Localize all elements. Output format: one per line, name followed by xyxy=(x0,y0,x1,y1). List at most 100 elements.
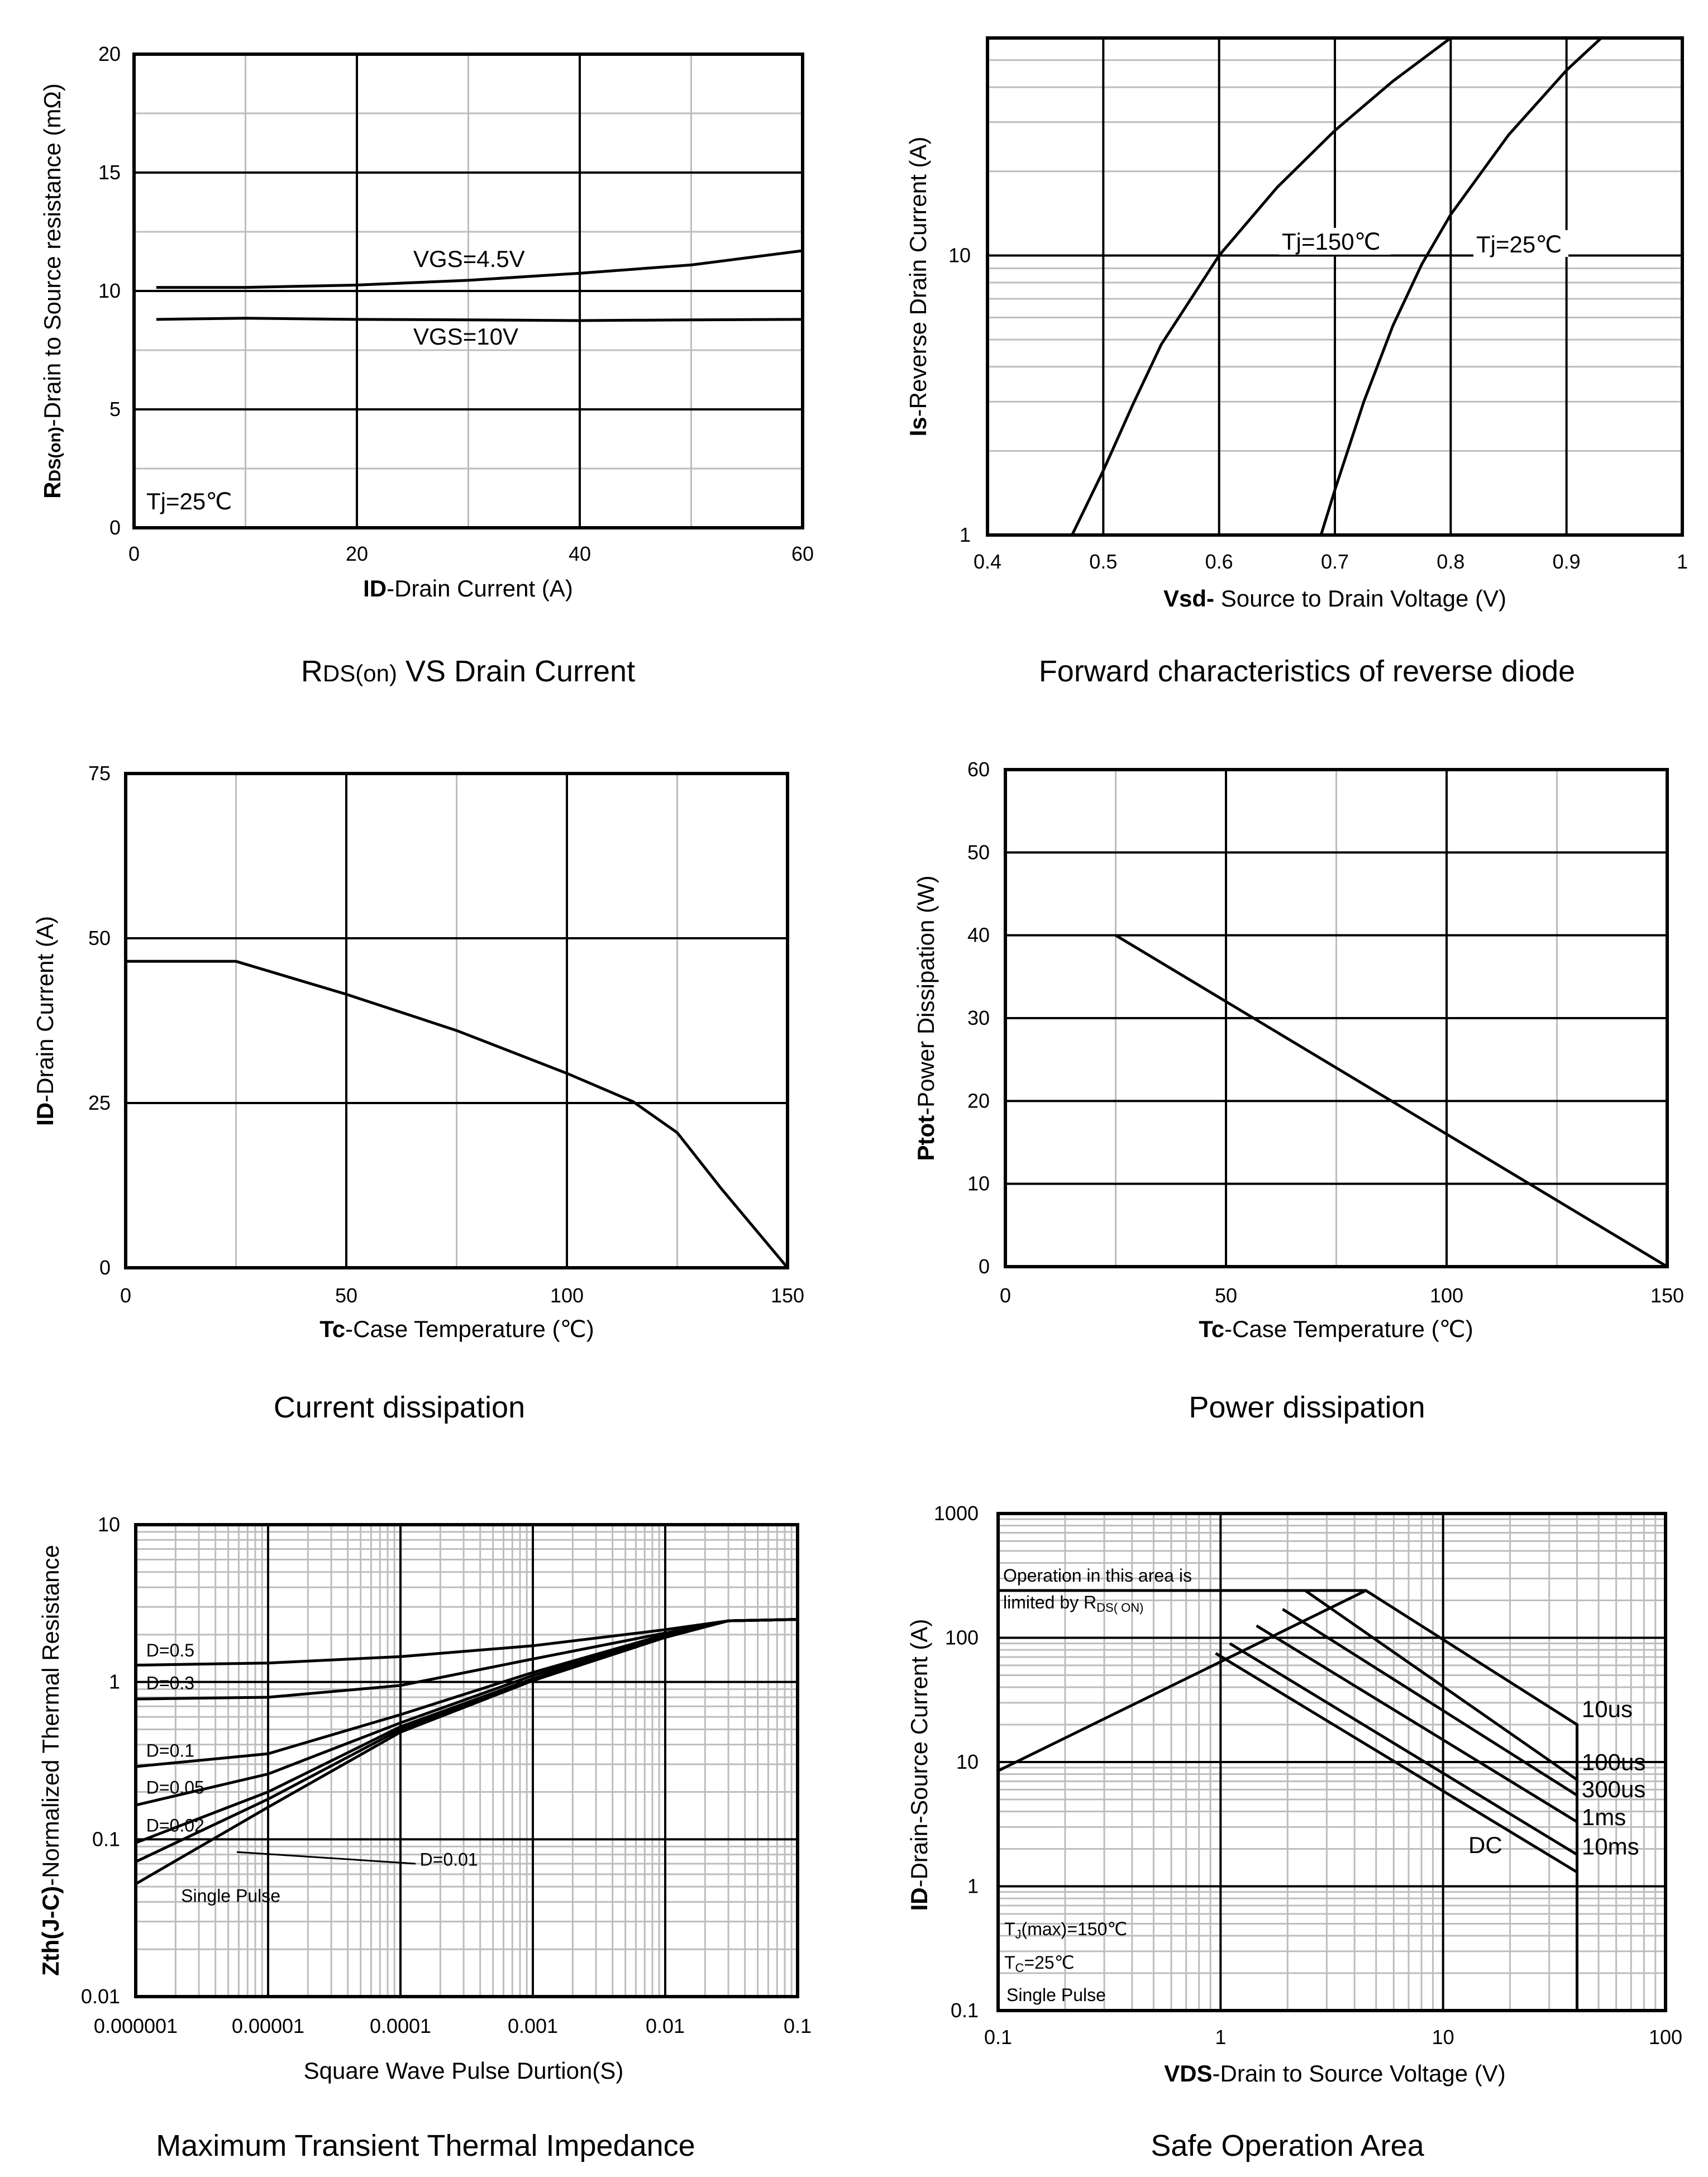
x-tick-label: 0.4 xyxy=(974,550,1001,573)
x-tick-label: 0.00001 xyxy=(232,2014,304,2037)
x-tick-label: 150 xyxy=(771,1284,804,1307)
x-tick-label: 1 xyxy=(1677,550,1688,573)
annotation-vgs-10v: VGS=10V xyxy=(413,323,518,350)
plot-frame xyxy=(996,1512,1667,2012)
annotation-d-0-01: D=0.01 xyxy=(420,1850,478,1870)
y-tick-label: 60 xyxy=(967,758,990,781)
y-tick-label: 0 xyxy=(979,1255,990,1278)
annotation-d-0-05: D=0.05 xyxy=(146,1778,204,1798)
chart-caption: Current dissipation xyxy=(274,1391,525,1424)
y-tick-label: 40 xyxy=(967,924,990,947)
series-line-tj-150 xyxy=(1071,38,1452,535)
plot-frame xyxy=(986,36,1684,537)
x-axis-label: Tc-Case Temperature (℃) xyxy=(319,1316,594,1342)
annotation-dc: DC xyxy=(1468,1832,1502,1858)
x-axis-label: ID-Drain Current (A) xyxy=(363,575,573,601)
annotation-vgs-4-5v: VGS=4.5V xyxy=(413,246,525,272)
chart-caption: Power dissipation xyxy=(1189,1391,1425,1424)
series-line-10ms xyxy=(1229,1642,1578,1856)
annotation-tj-25c: Tj=25℃ xyxy=(146,488,232,514)
x-axis-label: Vsd- Source to Drain Voltage (V) xyxy=(1163,585,1506,612)
plot-frame xyxy=(132,52,804,529)
x-tick-label: 1 xyxy=(1215,2026,1226,2049)
x-tick-label: 0.8 xyxy=(1437,550,1464,573)
series-line-single-pulse xyxy=(136,1618,798,1885)
x-tick-label: 0.5 xyxy=(1089,550,1117,573)
x-tick-label: 0.6 xyxy=(1205,550,1233,573)
transient-thermal-impedance-chart: 0.000001 0.00001 0.0001 0.001 0.01 0.1 0.01 0.1… xyxy=(37,1513,812,2162)
x-tick-label: 100 xyxy=(1430,1284,1463,1307)
y-axis-label: Is-Reverse Drain Current (A) xyxy=(905,137,931,437)
y-tick-label: 75 xyxy=(88,762,111,785)
x-tick-label: 0.01 xyxy=(646,2014,685,2037)
annotation-d-0-3: D=0.3 xyxy=(146,1673,194,1693)
y-axis-label: Zth(J-C)-Normalized Thermal Resistance xyxy=(37,1545,64,1976)
x-tick-label: 10 xyxy=(1432,2026,1454,2049)
annotation-tj-25c: Tj=25℃ xyxy=(1476,231,1562,257)
x-tick-label: 0 xyxy=(1000,1284,1011,1307)
series-line-vgs-4-5v xyxy=(156,249,803,289)
x-tick-label: 0.0001 xyxy=(370,2014,431,2037)
chart-caption: Forward characteristics of reverse diode xyxy=(1039,655,1575,688)
y-tick-label: 5 xyxy=(109,398,121,421)
x-tick-label: 150 xyxy=(1650,1284,1684,1307)
current-dissipation-chart: 0 50 100 150 0 25 50 75 Tc-Case Temperature (℃)… xyxy=(32,762,804,1424)
series-line-dc xyxy=(1215,1652,1578,1874)
annotation-single-pulse: Single Pulse xyxy=(181,1885,280,1906)
x-tick-label: 0 xyxy=(128,542,140,565)
annotation-backdrop xyxy=(1279,228,1391,255)
x-tick-label: 0 xyxy=(120,1284,131,1307)
rds-on-limit-note-line-1: Operation in this area is xyxy=(1003,1565,1192,1586)
y-tick-label: 1 xyxy=(109,1670,120,1693)
x-tick-label: 100 xyxy=(550,1284,584,1307)
x-tick-label: 0.1 xyxy=(984,2026,1012,2049)
y-tick-label: 10 xyxy=(98,1513,120,1536)
chart-caption: Safe Operation Area xyxy=(1151,2129,1424,2162)
power-dissipation-chart: 0 50 100 150 0 10 20 30 40 50 60 Tc-Case Temperatu… xyxy=(913,758,1684,1424)
x-tick-label: 100 xyxy=(1649,2026,1682,2049)
y-tick-label: 25 xyxy=(88,1091,111,1114)
chart-caption: RDS(on) VS Drain Current xyxy=(301,655,635,688)
plot-frame xyxy=(1004,768,1669,1268)
y-tick-label: 15 xyxy=(98,161,121,184)
y-tick-label: 0.01 xyxy=(81,1985,120,2008)
annotation-d-0-02: D=0.02 xyxy=(146,1815,204,1835)
y-tick-label: 0 xyxy=(109,516,121,539)
plot-frame xyxy=(134,1523,799,1998)
x-tick-label: 50 xyxy=(1215,1284,1237,1307)
y-axis-label: Ptot-Power Dissipation (W) xyxy=(913,875,939,1161)
series-line-d-0-02 xyxy=(136,1618,798,1844)
annotation-300us: 300us xyxy=(1582,1776,1645,1802)
series-line-d-0-3 xyxy=(136,1618,798,1701)
annotation-d-0-1: D=0.1 xyxy=(146,1740,194,1760)
x-axis-label: Square Wave Pulse Durtion(S) xyxy=(304,2057,624,2084)
x-tick-label: 0.7 xyxy=(1321,550,1349,573)
y-tick-label: 20 xyxy=(98,42,121,65)
series-line-10us xyxy=(998,1589,1578,2011)
y-axis-label: RDS(on)-Drain to Source resistance (mΩ) xyxy=(39,83,65,499)
y-tick-label: 100 xyxy=(945,1626,979,1649)
x-tick-label: 50 xyxy=(335,1284,357,1307)
y-tick-label: 1 xyxy=(967,1875,979,1898)
y-tick-label: 10 xyxy=(956,1750,979,1773)
series-line-id xyxy=(126,959,788,1268)
y-tick-label: 1000 xyxy=(934,1502,979,1525)
annotation-100us: 100us xyxy=(1582,1749,1645,1775)
y-tick-label: 1 xyxy=(960,523,971,546)
leader-line-d-0-01 xyxy=(236,1851,416,1865)
y-tick-label: 10 xyxy=(98,279,121,302)
x-tick-label: 60 xyxy=(791,542,814,565)
x-tick-label: 0.001 xyxy=(508,2014,558,2037)
y-tick-label: 30 xyxy=(967,1006,990,1029)
y-tick-label: 20 xyxy=(967,1089,990,1112)
annotation-tj-150c: Tj=150℃ xyxy=(1282,228,1381,255)
x-tick-label: 40 xyxy=(569,542,591,565)
series-line-d-0-05 xyxy=(136,1618,798,1807)
annotation-10ms: 10ms xyxy=(1582,1834,1639,1860)
series-line-vgs-10v xyxy=(156,317,803,322)
series-line-ptot xyxy=(1115,934,1667,1267)
x-axis-label: VDS-Drain to Source Voltage (V) xyxy=(1164,2060,1506,2087)
series-line-1ms xyxy=(1256,1624,1578,1823)
